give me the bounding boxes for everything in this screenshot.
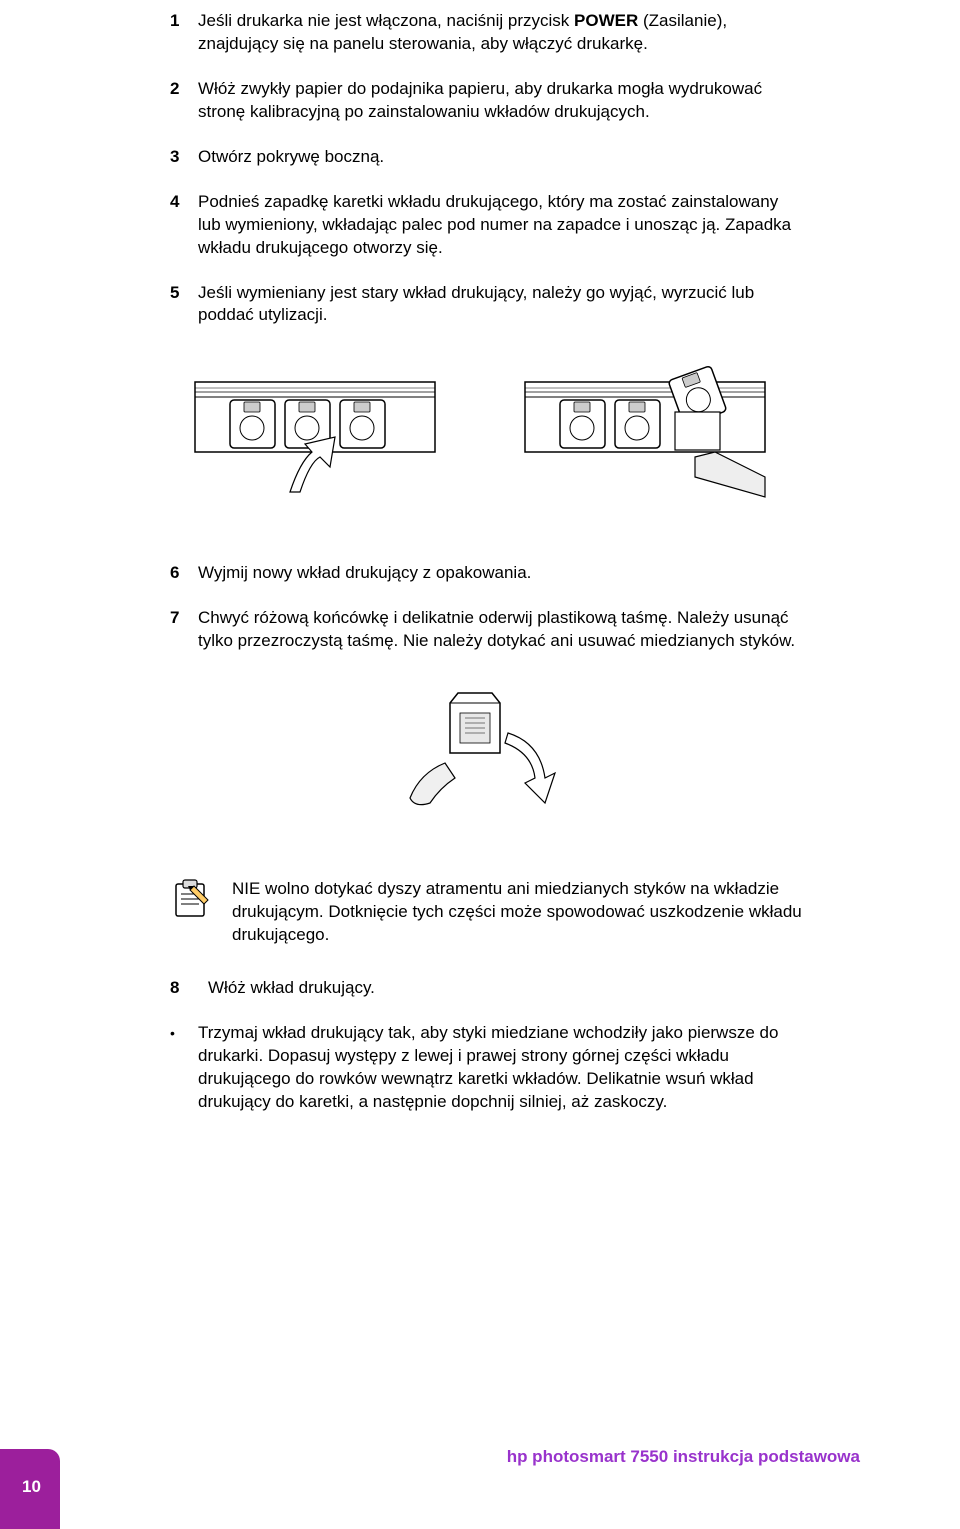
note-row: NIE wolno dotykać dyszy atramentu ani mi… [170, 878, 860, 947]
step-number: 2 [170, 78, 198, 124]
step-text: Jeśli drukarka nie jest włączona, naciśn… [198, 10, 800, 56]
carriage-left-illustration [190, 362, 440, 502]
cartridge-illustration-wrap [100, 678, 860, 838]
step-number: 1 [170, 10, 198, 56]
step-text: Podnieś zapadkę karetki wkładu drukujące… [198, 191, 800, 260]
step-text: Włóż wkład drukujący. [198, 977, 860, 1000]
page: 1 Jeśli drukarka nie jest włączona, naci… [0, 0, 960, 1529]
step-text: Wyjmij nowy wkład drukujący z opakowania… [198, 562, 800, 585]
step-text: Chwyć różową końcówkę i delikatnie oderw… [198, 607, 800, 653]
note-text: NIE wolno dotykać dyszy atramentu ani mi… [232, 878, 860, 947]
text-part-a: Jeśli drukarka nie jest włączona, naciśn… [198, 11, 574, 30]
page-number: 10 [22, 1476, 41, 1499]
step-text: Otwórz pokrywę boczną. [198, 146, 800, 169]
step-text: Włóż zwykły papier do podajnika papieru,… [198, 78, 800, 124]
step-number: 8 [170, 977, 198, 1000]
step-4: 4 Podnieś zapadkę karetki wkładu drukują… [170, 191, 800, 260]
bullet-dot: • [170, 1022, 198, 1114]
carriage-images-row [100, 362, 860, 502]
step-number: 4 [170, 191, 198, 260]
step-1: 1 Jeśli drukarka nie jest włączona, naci… [170, 10, 800, 56]
footer-text: hp photosmart 7550 instrukcja podstawowa [507, 1446, 860, 1469]
steps-block-2: 6 Wyjmij nowy wkład drukujący z opakowan… [170, 562, 800, 653]
step-number: 7 [170, 607, 198, 653]
step-8: 8 Włóż wkład drukujący. [170, 977, 860, 1000]
cartridge-illustration [390, 678, 570, 838]
step-2: 2 Włóż zwykły papier do podajnika papier… [170, 78, 800, 124]
step-3: 3 Otwórz pokrywę boczną. [170, 146, 800, 169]
carriage-right-illustration [520, 362, 770, 502]
bullet-item: • Trzymaj wkład drukujący tak, aby styki… [170, 1022, 860, 1114]
bullet-text: Trzymaj wkład drukujący tak, aby styki m… [198, 1022, 820, 1114]
text-bold: POWER [574, 11, 638, 30]
steps-block: 1 Jeśli drukarka nie jest włączona, naci… [170, 10, 800, 327]
step-number: 5 [170, 282, 198, 328]
step-5: 5 Jeśli wymieniany jest stary wkład druk… [170, 282, 800, 328]
step-text: Jeśli wymieniany jest stary wkład drukuj… [198, 282, 800, 328]
step-number: 3 [170, 146, 198, 169]
step-6: 6 Wyjmij nowy wkład drukujący z opakowan… [170, 562, 800, 585]
note-clipboard-icon [170, 878, 212, 920]
step-7: 7 Chwyć różową końcówkę i delikatnie ode… [170, 607, 800, 653]
step-number: 6 [170, 562, 198, 585]
